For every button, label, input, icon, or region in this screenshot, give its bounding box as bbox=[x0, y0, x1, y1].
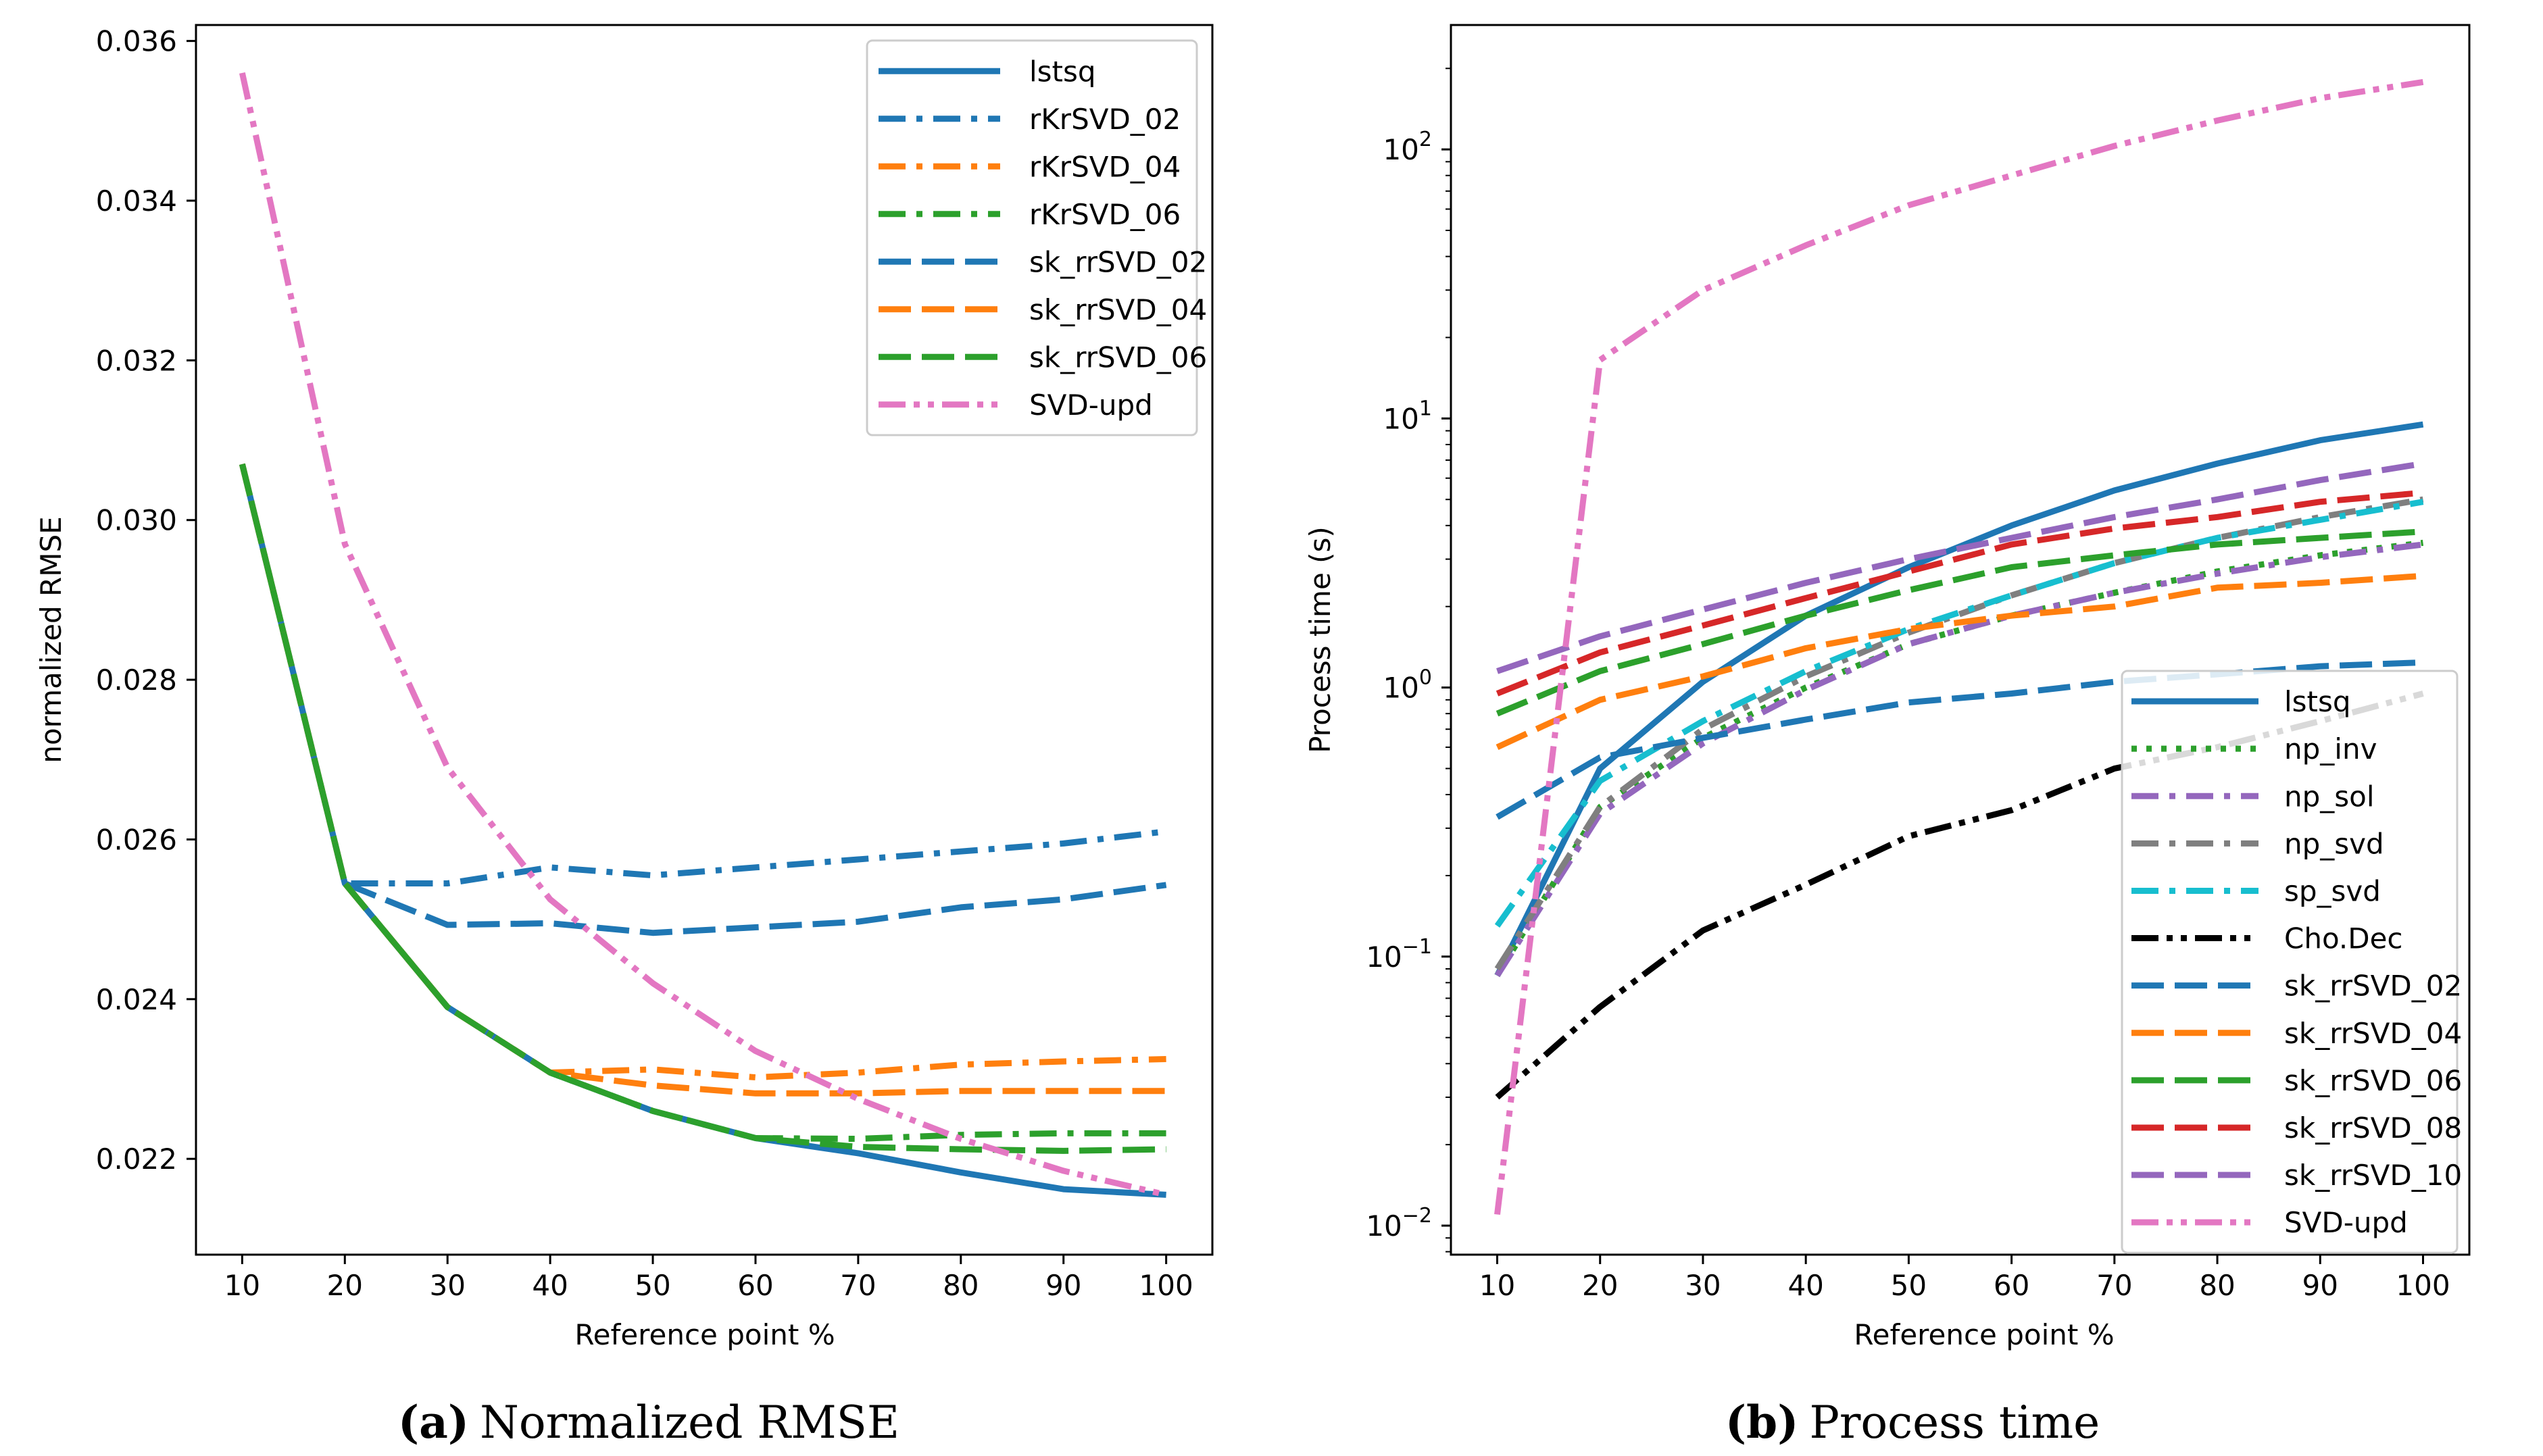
panel-a-legend-label-svd-upd: SVD-upd bbox=[1029, 388, 1153, 422]
panel-a-legend-label-rkrsvd-06: rKrSVD_06 bbox=[1029, 198, 1181, 231]
panel-a-legend-label-sk-rrsvd-06: sk_rrSVD_06 bbox=[1029, 341, 1207, 374]
panel-a-x-tick-label: 80 bbox=[943, 1269, 979, 1302]
panel-a-y-tick-label: 0.034 bbox=[96, 184, 177, 218]
panel-a-legend-label-rkrsvd-04: rKrSVD_04 bbox=[1029, 150, 1181, 183]
panel-a-x-axis-title: Reference point % bbox=[574, 1318, 835, 1351]
panel-b-series-line-sk-rrsvd-08 bbox=[1496, 489, 2423, 697]
panel-b-x-tick-label: 40 bbox=[1787, 1269, 1823, 1302]
panel-b-x-tick-label: 50 bbox=[1891, 1269, 1927, 1302]
panel-b-y-tick-label: 10−2 bbox=[1366, 1204, 1432, 1242]
panel-a-x-tick-label: 100 bbox=[1139, 1269, 1193, 1302]
panel-b-legend-label-sk-rrsvd-04: sk_rrSVD_04 bbox=[2284, 1017, 2462, 1050]
panel-a-x-tick-label: 20 bbox=[327, 1269, 363, 1302]
panel-a-y-tick-label: 0.024 bbox=[96, 983, 177, 1016]
panel-a-x-tick-label: 90 bbox=[1045, 1269, 1081, 1302]
panel-a-caption-text: Normalized RMSE bbox=[480, 1397, 899, 1449]
panel-b-process-time: 10 20 30 40 50 60 70 80 90 100 10−2 10−1 100 101 102 P… bbox=[1304, 24, 2471, 1449]
panel-a-legend: lstsq rKrSVD_02 rKrSVD_04 rKrSVD_06 sk_rrSVD… bbox=[866, 39, 1207, 436]
panel-b-legend-label-lstsq: lstsq bbox=[2284, 685, 2351, 718]
panel-b-series bbox=[1494, 78, 2424, 1215]
panel-a-legend-label-sk-rrsvd-02: sk_rrSVD_02 bbox=[1029, 245, 1207, 278]
panel-b-series-line-np-svd bbox=[1494, 496, 2424, 971]
panel-a-legend-label-lstsq: lstsq bbox=[1029, 55, 1096, 88]
panel-b-legend-label-np-inv: np_inv bbox=[2284, 732, 2377, 765]
panel-a-y-tick-label: 0.022 bbox=[96, 1143, 177, 1176]
panel-a-x-tick-label: 50 bbox=[635, 1269, 670, 1302]
panel-b-y-tick-label: 102 bbox=[1383, 128, 1432, 166]
panel-b-x-tick-label: 30 bbox=[1685, 1269, 1721, 1302]
panel-a-y-tick-label: 0.028 bbox=[96, 663, 177, 697]
panel-a-series-line-sk-rrsvd-04 bbox=[239, 463, 1166, 1097]
panel-a-series bbox=[239, 72, 1167, 1198]
panel-a-plot-frame bbox=[195, 24, 1214, 1256]
panel-b-x-tick-label: 70 bbox=[2096, 1269, 2132, 1302]
panel-b-legend: lstsq np_inv np_sol np_svd sp_svd Cho.Dec sk_r… bbox=[2121, 670, 2462, 1254]
panel-b-caption-label: (b) bbox=[1725, 1396, 1799, 1449]
panel-a-y-tick-label: 0.036 bbox=[96, 25, 177, 58]
panel-b-legend-label-np-svd: np_svd bbox=[2284, 827, 2384, 860]
panel-b-series-line-svd-upd bbox=[1494, 78, 2424, 1215]
panel-b-legend-label-sp-svd: sp_svd bbox=[2284, 874, 2381, 907]
panel-a-rmse: 10 20 30 40 50 60 70 80 90 100 0.022 0.024 0.026 0.02… bbox=[34, 24, 1214, 1449]
panel-b-x-tick-label: 20 bbox=[1582, 1269, 1618, 1302]
panel-b-series-line-np-sol bbox=[1494, 541, 2424, 978]
panel-b-legend-label-sk-rrsvd-10: sk_rrSVD_10 bbox=[2284, 1159, 2462, 1192]
panel-b-y-axis-title: Process time (s) bbox=[1304, 526, 1337, 753]
panel-a-axes: 10 20 30 40 50 60 70 80 90 100 0.022 0.024 0.026 0.02… bbox=[96, 25, 1193, 1302]
panel-b-legend-label-svd-upd: SVD-upd bbox=[2284, 1206, 2408, 1239]
panel-a-x-tick-label: 70 bbox=[840, 1269, 876, 1302]
panel-b-y-tick-label: 101 bbox=[1383, 397, 1432, 435]
panel-b-legend-label-np-sol: np_sol bbox=[2284, 780, 2375, 813]
panel-b-y-tick-label: 10−1 bbox=[1366, 935, 1432, 974]
panel-a-series-line-rkrsvd-02 bbox=[239, 463, 1167, 886]
panel-b-legend-label-sk-rrsvd-08: sk_rrSVD_08 bbox=[2284, 1111, 2462, 1145]
panel-a-y-tick-label: 0.026 bbox=[96, 823, 177, 856]
panel-a-legend-box bbox=[866, 39, 1198, 436]
panel-b-series-line-sk-rrsvd-04 bbox=[1496, 572, 2423, 750]
panel-b-series-line-sk-rrsvd-06 bbox=[1496, 528, 2423, 717]
panel-a-x-tick-label: 60 bbox=[737, 1269, 773, 1302]
panel-b-x-tick-label: 90 bbox=[2302, 1269, 2338, 1302]
panel-b-series-line-sk-rrsvd-10 bbox=[1496, 460, 2424, 674]
panel-b-x-tick-label: 60 bbox=[1994, 1269, 2029, 1302]
panel-b-legend-box bbox=[2121, 670, 2459, 1254]
panel-a-y-axis-title: normalized RMSE bbox=[34, 516, 68, 763]
panel-b-legend-label-sk-rrsvd-06: sk_rrSVD_06 bbox=[2284, 1064, 2462, 1097]
panel-b-caption-text: Process time bbox=[1809, 1397, 2100, 1449]
panel-a-series-line-sk-rrsvd-02 bbox=[239, 463, 1167, 936]
panel-b-x-tick-label: 100 bbox=[2396, 1269, 2450, 1302]
panel-b-x-axis-title: Reference point % bbox=[1854, 1318, 2114, 1351]
panel-a-y-tick-label: 0.032 bbox=[96, 344, 177, 377]
panel-a-legend-label-rkrsvd-02: rKrSVD_02 bbox=[1029, 103, 1181, 136]
panel-b-caption: (b) Process time bbox=[1725, 1396, 2100, 1449]
panel-b-axes: 10 20 30 40 50 60 70 80 90 100 10−2 10−1 100 101 102 bbox=[1366, 68, 2450, 1302]
panel-b-x-tick-label: 80 bbox=[2199, 1269, 2235, 1302]
panel-a-series-line-sk-rrsvd-06 bbox=[239, 463, 1166, 1154]
panel-a-x-tick-label: 40 bbox=[532, 1269, 568, 1302]
panel-a-y-tick-label: 0.030 bbox=[96, 504, 177, 537]
panel-a-series-line-svd-upd bbox=[239, 72, 1167, 1198]
panel-b-y-tick-label: 100 bbox=[1383, 666, 1432, 705]
panel-a-caption: (a) Normalized RMSE bbox=[398, 1396, 899, 1449]
panel-a-caption-label: (a) bbox=[398, 1396, 469, 1449]
panel-a-x-tick-label: 30 bbox=[429, 1269, 465, 1302]
panel-b-legend-label-sk-rrsvd-02: sk_rrSVD_02 bbox=[2284, 970, 2462, 1003]
panel-b-series-line-sp-svd bbox=[1494, 499, 2424, 928]
panel-b-plot-frame bbox=[1450, 24, 2471, 1256]
panel-b-x-tick-label: 10 bbox=[1479, 1269, 1515, 1302]
panel-a-x-tick-label: 10 bbox=[224, 1269, 260, 1302]
panel-a-legend-label-sk-rrsvd-04: sk_rrSVD_04 bbox=[1029, 293, 1207, 326]
panel-b-legend-label-cho-dec: Cho.Dec bbox=[2284, 922, 2403, 955]
